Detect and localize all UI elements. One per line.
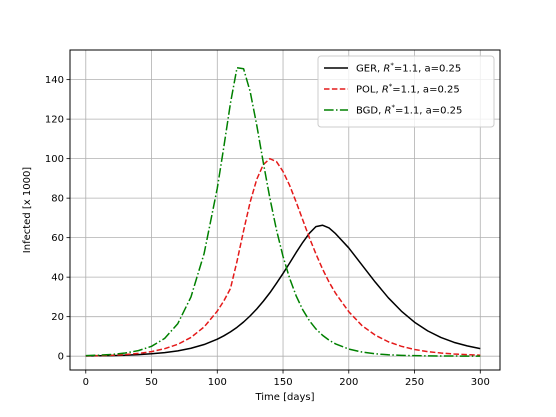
x-tick-label: 0 (83, 377, 89, 388)
y-tick-label: 100 (45, 154, 64, 165)
axis-ticks: 0 50 100 150 200 250 300 0 20 40 60 80 100 120 140 (45, 75, 490, 388)
r-star-symbol: R (385, 106, 392, 117)
r-star-symbol: R (382, 85, 389, 96)
legend-label-2: BGD, R*=1.1, a=0.25 (356, 104, 462, 117)
legend-box (317, 55, 495, 128)
y-tick-label: 60 (51, 233, 64, 244)
series-line-0 (85, 224, 481, 357)
series-lines (85, 67, 481, 357)
y-axis-title: Infected [x 1000] (22, 167, 33, 254)
y-tick-label: 0 (58, 352, 64, 363)
x-tick-label: 50 (145, 377, 158, 388)
x-tick-label: 150 (273, 377, 292, 388)
x-tick-label: 250 (405, 377, 424, 388)
x-axis-title: Time [days] (254, 392, 314, 403)
y-tick-label: 40 (51, 273, 64, 284)
y-tick-label: 20 (51, 312, 64, 323)
y-tick-label: 120 (45, 115, 64, 126)
r-star-symbol: R (383, 64, 390, 75)
legend: GER, R*=1.1, a=0.25 POL, R*=1.1, a=0.25 BG… (317, 55, 495, 128)
legend-label-1: POL, R*=1.1, a=0.25 (356, 83, 460, 96)
plot-frame (69, 49, 501, 371)
y-tick-label: 80 (51, 194, 64, 205)
legend-label-0: GER, R*=1.1, a=0.25 (356, 62, 461, 75)
series-line-1 (85, 157, 481, 357)
x-tick-label: 100 (208, 377, 227, 388)
y-tick-label: 140 (45, 75, 64, 86)
series-line-2 (85, 67, 481, 357)
x-tick-label: 300 (471, 377, 490, 388)
x-tick-label: 200 (339, 377, 358, 388)
